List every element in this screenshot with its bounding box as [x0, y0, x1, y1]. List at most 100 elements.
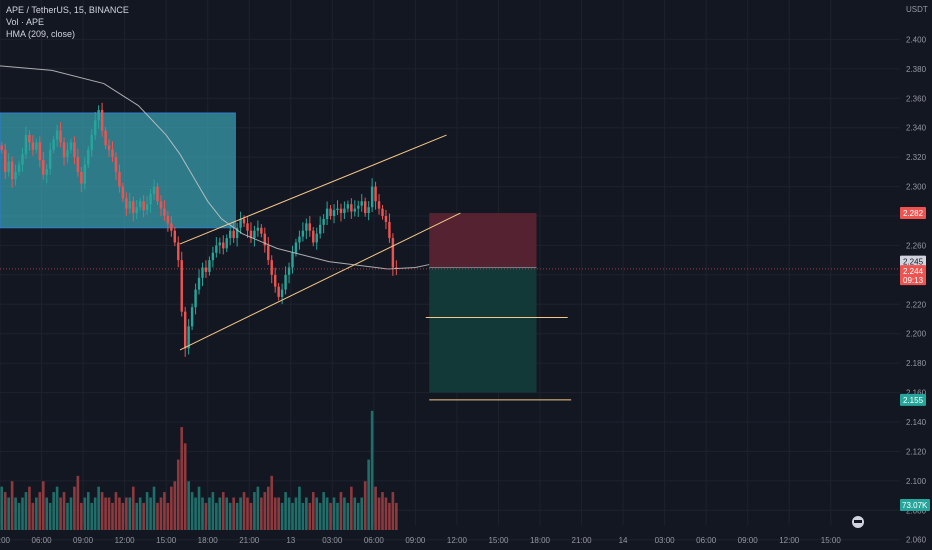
- candle-body: [177, 242, 180, 261]
- candle-body: [145, 204, 149, 211]
- range-box: [0, 112, 236, 229]
- x-tick-label: 12:00: [779, 536, 800, 545]
- candle-body: [76, 157, 80, 172]
- x-tick-label: 15:00: [488, 536, 509, 545]
- x-tick-label: 15:00: [821, 536, 842, 545]
- volume-bar: [35, 497, 38, 530]
- candle-body: [142, 201, 145, 211]
- volume-bar: [100, 492, 104, 530]
- x-tick-label: 06:00: [32, 536, 53, 545]
- candle-body: [183, 311, 187, 349]
- candle-body: [73, 142, 76, 158]
- x-tick-label: 15:00: [156, 536, 177, 545]
- volume-bar: [204, 502, 208, 530]
- candle-body: [239, 218, 242, 228]
- volume-bar: [76, 475, 80, 530]
- candle-body: [80, 171, 83, 184]
- candle-body: [350, 204, 353, 212]
- candle-body: [69, 142, 73, 150]
- short-position-tool[interactable]: [429, 213, 537, 393]
- candle-body: [7, 161, 10, 172]
- candle-body: [260, 227, 263, 234]
- volume-bar: [287, 497, 291, 530]
- tv-logo-icon[interactable]: [852, 516, 864, 528]
- volume-bar: [228, 502, 232, 530]
- candle-body: [315, 233, 318, 243]
- volume-bar: [194, 497, 197, 530]
- y-tick-label: 2.220: [906, 300, 927, 309]
- volume-bar: [7, 497, 10, 530]
- candle-body: [194, 289, 197, 308]
- volume-bar: [284, 492, 287, 530]
- volume-bar: [187, 481, 190, 530]
- axes: 2.4002.3802.3602.3402.3202.3002.2802.260…: [0, 5, 928, 545]
- candle-body: [218, 242, 222, 246]
- candle-body: [111, 149, 114, 158]
- candle-body: [308, 223, 312, 231]
- volume-bar: [0, 486, 4, 530]
- candle-body: [346, 204, 350, 209]
- volume-bar: [107, 497, 111, 530]
- y-tick-label: 2.060: [906, 536, 927, 545]
- volume-bar: [156, 502, 159, 530]
- candle-body: [294, 242, 298, 253]
- candle-body: [132, 201, 135, 214]
- candle-body: [377, 201, 381, 209]
- x-tick-label: 03:00: [322, 536, 343, 545]
- volume-bar: [339, 492, 343, 530]
- candle-body: [312, 230, 315, 243]
- candle-body: [114, 157, 118, 172]
- candle-body: [232, 230, 235, 239]
- hma-indicator-label[interactable]: HMA (209, close): [6, 29, 76, 39]
- volume-bar: [208, 497, 211, 530]
- volume-bar: [80, 502, 83, 530]
- candle-body: [107, 145, 111, 150]
- candle-body: [225, 238, 228, 249]
- range-box-layer: [0, 112, 236, 229]
- drawing-lines: [0, 65, 900, 401]
- volume-indicator-label[interactable]: Vol · APE: [6, 17, 45, 27]
- volume-bar: [311, 492, 315, 530]
- candle-body: [235, 227, 239, 239]
- candle-body: [97, 110, 100, 121]
- symbol-title[interactable]: APE / TetherUS, 15, BINANCE: [6, 5, 129, 15]
- entry-price-tag-bg: [900, 255, 926, 268]
- volume-bar: [118, 497, 121, 530]
- volume-bar: [170, 486, 173, 530]
- candle-body: [152, 186, 156, 194]
- volume-bar: [215, 502, 218, 530]
- volume-bar: [152, 486, 156, 530]
- candle-body: [128, 201, 132, 209]
- y-tick-label: 2.400: [906, 35, 927, 44]
- x-tick-label: 18:00: [198, 536, 219, 545]
- candle-body: [173, 230, 177, 243]
- volume-bar: [114, 492, 118, 530]
- volume-bar: [322, 492, 325, 530]
- candle-body: [357, 205, 360, 209]
- x-tick-label: 03:00: [0, 536, 11, 545]
- volume-bar: [225, 497, 229, 530]
- volume-bar: [350, 486, 353, 530]
- volume-bar: [384, 497, 388, 530]
- volume-bar: [246, 497, 249, 530]
- y-tick-label: 2.180: [906, 359, 927, 368]
- x-tick-label: 18:00: [530, 536, 551, 545]
- candle-body: [87, 149, 90, 165]
- last-price-tag: 2.244: [903, 267, 924, 276]
- candle-body: [332, 210, 336, 216]
- volume-bar: [346, 502, 350, 530]
- volume-bar: [59, 497, 62, 530]
- volume-bar: [374, 486, 377, 530]
- volume-bar: [38, 492, 42, 530]
- chart-legend: APE / TetherUS, 15, BINANCE Vol · APE HM…: [6, 4, 129, 40]
- y-tick-label: 2.100: [906, 477, 927, 486]
- volume-bar: [159, 497, 163, 530]
- candle-body: [83, 164, 87, 184]
- y-tick-label: 2.160: [906, 389, 927, 398]
- candle-body: [121, 186, 125, 199]
- volume-bar: [21, 497, 24, 530]
- candle-body: [305, 223, 308, 231]
- y-tick-label: 2.320: [906, 153, 927, 162]
- volume-bar: [263, 492, 267, 530]
